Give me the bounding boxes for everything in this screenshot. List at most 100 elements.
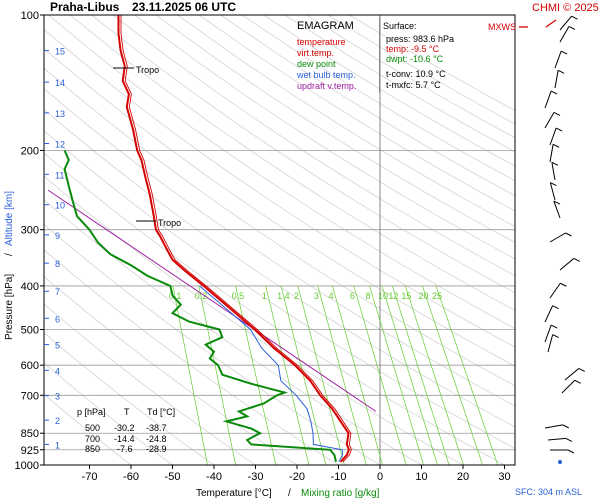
table-cell-td: -28.9 (146, 444, 167, 454)
mixing-ratio-line (297, 285, 345, 465)
y-tick-label: 1000 (15, 460, 39, 472)
levels-table: p [hPa] T Td [°C] 500 -30.2 -38.7 700 -1… (77, 407, 175, 454)
mixing-ratio-label: 12 (388, 291, 398, 301)
dry-adiabat (177, 15, 515, 228)
altitude-label: 14 (55, 78, 65, 88)
wind-barb (559, 26, 570, 43)
y-tick-label: 500 (21, 325, 39, 337)
wind-barb (544, 424, 563, 429)
wind-barb (551, 162, 556, 181)
y-tick-label: 700 (21, 390, 39, 402)
wet-bulb-curve (199, 285, 343, 463)
mixing-ratio-label: 25 (432, 291, 442, 301)
wind-barb (549, 232, 566, 243)
axis-layer: -70 -60 -50 -40 -30 -20 -10 0 10 20 30 100 200 300 400… (15, 10, 511, 483)
dew-point-curve (63, 150, 337, 463)
mixing-ratio-line (405, 285, 464, 465)
mixing-ratio-label: 8 (366, 291, 371, 301)
altitude-label: 8 (55, 259, 60, 269)
ylabel-pressure: Pressure [hPa] (4, 274, 15, 340)
x-tick-label: -70 (82, 471, 98, 483)
table-cell-t: -7.6 (117, 444, 133, 454)
altitude-label: 5 (55, 341, 60, 351)
x-tick-label: -10 (331, 471, 347, 483)
virt-temp-curve (120, 15, 352, 463)
altitude-label: 4 (55, 366, 60, 376)
mixing-ratio-line (422, 285, 483, 465)
wind-barb (544, 90, 552, 109)
plot-frame (43, 14, 516, 466)
surface-dewpoint: dwpt: -10.6 °C (386, 54, 444, 64)
mixing-ratio-label: 3 (314, 291, 319, 301)
mixing-ratio-line (317, 285, 367, 465)
dry-adiabat (220, 15, 515, 197)
mixing-ratio-label: 2 (294, 291, 299, 301)
dry-adiabat (48, 15, 515, 329)
dry-adiabat (44, 67, 515, 387)
wind-barb-flag (571, 15, 578, 20)
mixing-ratio-label: 10 (378, 291, 388, 301)
temperature-curve (117, 15, 350, 463)
mixing-ratio-label: 0.5 (232, 291, 245, 301)
table-cell-td: -38.7 (146, 423, 167, 433)
table-cell-t: -14.4 (114, 434, 135, 444)
dry-adiabat (69, 15, 515, 311)
table-cell-p: 850 (85, 444, 100, 454)
dry-adiabat (44, 48, 515, 367)
dry-adiabat (112, 15, 515, 277)
legend-item-dew-point: dew point (297, 59, 336, 69)
altitude-label: 10 (55, 201, 65, 211)
wind-barb-flag (550, 90, 558, 95)
x-tick-label: -60 (123, 471, 139, 483)
wind-barb (544, 305, 554, 323)
y-tick-label: 600 (21, 360, 39, 372)
legend-item-temperature: temperature (297, 37, 346, 47)
table-cell-t: -30.2 (114, 423, 135, 433)
y-tick-label: 200 (21, 145, 39, 157)
table-header-t: T (124, 407, 130, 417)
altitude-label: 7 (55, 287, 60, 297)
mixing-ratio-layer: 0.1 0.2 0.5 1 1.4 2 3 4 6 8 10 12 15 20 25 (169, 285, 499, 465)
copyright: CHMI © 2025 (532, 2, 599, 14)
legend-item-updraft: updraft v.temp. (297, 81, 356, 91)
x-tick-label: -50 (165, 471, 181, 483)
wind-barb (553, 200, 561, 219)
xlabel-temperature: Temperature [°C] (196, 488, 272, 499)
x-tick-label: 20 (457, 471, 469, 483)
dry-adiabat (134, 15, 515, 260)
wind-barb-flag (552, 143, 560, 148)
wind-barb (547, 437, 566, 441)
legend-title: EMAGRAM (297, 20, 354, 32)
legend-box: EMAGRAM temperature virt.temp. dew point… (296, 20, 356, 91)
altitude-label: 2 (55, 416, 60, 426)
surface-pressure: press: 983.6 hPa (386, 34, 454, 44)
sfc-label: SFC: 304 m ASL (515, 487, 582, 497)
x-tick-label: -20 (289, 471, 305, 483)
dry-adiabat (44, 28, 515, 348)
wind-barb (559, 258, 575, 271)
wind-barb-flag (565, 437, 573, 442)
mixing-ratio-label: 1.4 (277, 291, 290, 301)
wind-barb (549, 127, 557, 146)
mixing-ratio-label: 0.2 (195, 291, 208, 301)
legend-item-virt-temp: virt.temp. (297, 48, 334, 58)
altitude-label: 9 (55, 231, 60, 241)
ylabel-altitude: Altitude [km] (4, 191, 15, 246)
dry-adiabat (155, 15, 515, 243)
wind-barb (561, 379, 576, 394)
y-tick-label: 925 (21, 445, 39, 457)
mxws-label: MXWS (488, 22, 516, 32)
legend-item-wet-bulb: wet bulb temp. (296, 70, 356, 80)
y-tick-label: 100 (21, 10, 39, 22)
ylabel-separator: / (4, 253, 15, 256)
wind-barb-flag (562, 424, 569, 429)
wind-barb-flag (568, 25, 576, 30)
wind-barb-flag (551, 161, 559, 166)
mixing-ratio-label: 1 (262, 291, 267, 301)
wind-barb-flag (553, 200, 561, 205)
surface-tconv: t-conv: 10.9 °C (386, 69, 446, 79)
wind-barb (544, 324, 552, 343)
y-tick-label: 300 (21, 225, 39, 237)
altitude-label: 15 (55, 47, 65, 57)
mixing-ratio-line (369, 285, 424, 465)
